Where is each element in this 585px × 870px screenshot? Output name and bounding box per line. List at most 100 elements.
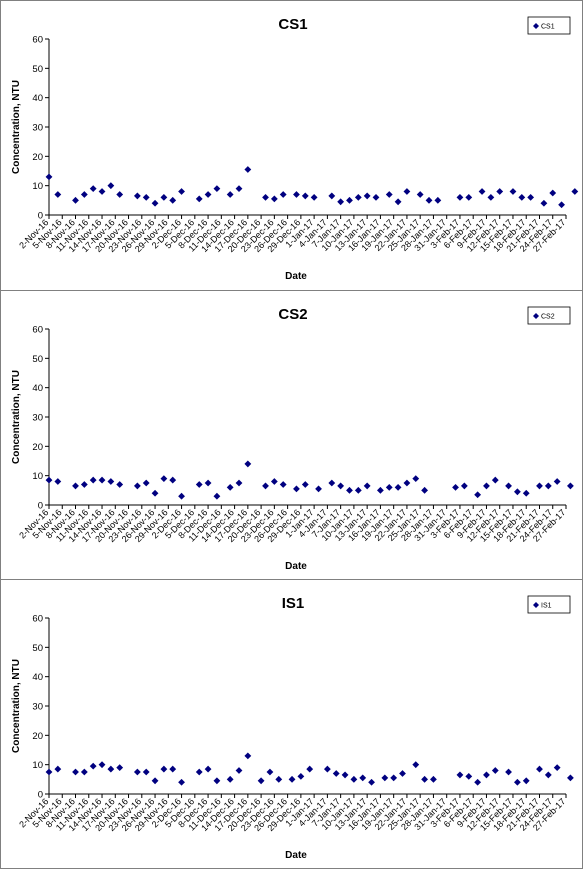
data-point	[377, 486, 384, 494]
data-point	[116, 764, 124, 771]
data-point	[178, 492, 185, 500]
data-point	[483, 482, 490, 490]
data-point	[72, 196, 79, 204]
y-tick-label: 10	[32, 760, 43, 771]
data-point	[567, 774, 574, 782]
data-point	[204, 765, 212, 773]
legend: CS1	[527, 16, 571, 35]
y-tick-label: 10	[32, 181, 43, 192]
chart-title: CS2	[278, 306, 307, 323]
data-point	[513, 778, 521, 786]
data-point	[390, 774, 398, 782]
data-point	[363, 192, 371, 200]
data-point	[363, 482, 371, 490]
legend-marker	[533, 23, 539, 29]
data-point	[160, 194, 168, 201]
legend-label: CS2	[541, 314, 555, 321]
y-tick-label: 40	[32, 672, 43, 683]
data-point	[226, 484, 234, 491]
legend: IS1	[527, 595, 571, 614]
legend-box	[527, 16, 571, 35]
data-point	[522, 777, 530, 785]
data-point	[544, 771, 552, 779]
chart-panel-is1: IS1 Concentration, NTU Date 0 10 20 30 40 50 6…	[0, 579, 583, 869]
data-point	[310, 194, 318, 201]
data-point	[266, 768, 274, 776]
data-point	[483, 771, 490, 779]
data-point	[213, 492, 221, 500]
data-point	[323, 765, 331, 773]
data-point	[549, 189, 557, 197]
data-point	[178, 188, 185, 195]
data-point	[359, 774, 367, 782]
data-point	[460, 482, 468, 490]
data-point	[169, 765, 177, 773]
y-tick-label: 20	[32, 152, 43, 163]
data-point	[80, 481, 88, 488]
data-point	[45, 768, 53, 776]
data-point	[262, 194, 269, 201]
data-point	[558, 201, 565, 209]
data-point	[571, 188, 579, 195]
data-point	[337, 482, 345, 490]
data-point	[270, 195, 278, 203]
legend-label: CS1	[541, 24, 555, 31]
data-point	[142, 479, 150, 487]
data-point	[226, 191, 234, 198]
data-point	[270, 478, 278, 485]
data-point	[107, 478, 115, 485]
data-point	[107, 182, 115, 190]
data-point	[195, 195, 203, 203]
data-point	[496, 188, 504, 195]
y-tick-label: 60	[32, 614, 43, 625]
chart-cs2: CS2 Concentration, NTU Date 0 10 20 30 40 50 6…	[11, 306, 574, 572]
y-tick-label: 60	[32, 35, 43, 46]
data-point	[301, 481, 309, 488]
data-point	[332, 770, 340, 777]
data-point	[421, 775, 428, 783]
data-point	[142, 768, 150, 776]
data-point	[491, 767, 499, 774]
y-tick-label: 50	[32, 64, 43, 75]
y-tick-label: 0	[38, 501, 43, 512]
data-point	[315, 485, 322, 493]
data-point	[350, 775, 358, 783]
data-point	[275, 775, 283, 783]
plot-area: 01020304050602-Nov-165-Nov-168-Nov-1611-…	[17, 306, 574, 544]
chart-title: CS1	[278, 16, 307, 33]
data-point	[279, 191, 287, 198]
legend-box	[527, 595, 571, 614]
data-point	[421, 486, 428, 494]
y-tick-label: 10	[32, 471, 43, 482]
chart-cs1: CS1 Concentration, NTU Date 0 10 20 30 40 50 6…	[11, 16, 579, 282]
data-point	[195, 768, 203, 776]
data-point	[306, 765, 314, 773]
y-axis-label: Concentration, NTU	[11, 370, 22, 464]
data-point	[412, 761, 420, 769]
legend-label: IS1	[541, 603, 552, 610]
y-tick-label: 60	[32, 325, 43, 336]
data-point	[465, 194, 473, 201]
data-point	[394, 198, 402, 206]
data-point	[518, 194, 526, 201]
data-point	[381, 774, 389, 782]
data-point	[474, 491, 482, 499]
legend-box	[527, 306, 571, 325]
data-point	[567, 482, 574, 490]
data-point	[54, 191, 62, 198]
y-tick-label: 40	[32, 93, 43, 104]
data-point	[98, 476, 106, 484]
data-point	[244, 166, 252, 173]
data-point	[169, 196, 177, 204]
data-point	[522, 489, 530, 497]
data-point	[45, 173, 53, 181]
data-point	[474, 778, 482, 786]
data-point	[293, 191, 300, 198]
data-point	[116, 481, 124, 488]
data-point	[385, 484, 393, 491]
data-point	[226, 775, 234, 783]
data-point	[288, 775, 296, 783]
data-point	[116, 191, 124, 198]
y-tick-label: 20	[32, 442, 43, 453]
